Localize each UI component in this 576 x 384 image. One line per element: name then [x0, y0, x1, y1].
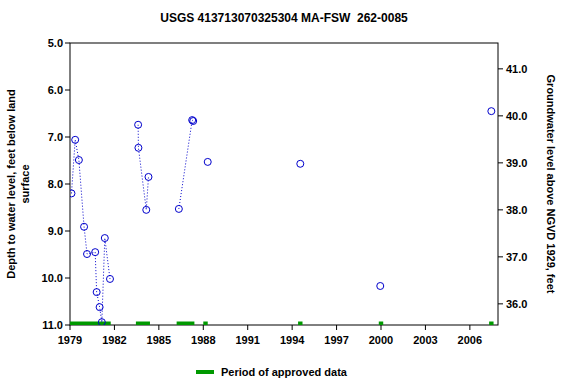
- data-point: [377, 282, 384, 289]
- data-point: [93, 289, 100, 296]
- x-tick: [336, 325, 337, 330]
- y2-tick-label: 38.0: [506, 204, 527, 216]
- y2-tick: [498, 162, 503, 163]
- data-point: [106, 275, 113, 282]
- x-tick: [425, 325, 426, 330]
- x-tick: [469, 325, 470, 330]
- x-tick: [114, 325, 115, 330]
- y-axis-label: surface: [19, 164, 31, 203]
- data-point: [70, 190, 75, 197]
- title: USGS 413713070325304 MA-FSW 262-0085: [160, 11, 408, 25]
- series-line: [71, 140, 110, 322]
- plot-area: [70, 108, 495, 325]
- data-point: [84, 251, 91, 258]
- approved-period: [298, 322, 302, 326]
- y-tick: [65, 137, 70, 138]
- data-point: [204, 158, 211, 165]
- y2-tick: [498, 68, 503, 69]
- y2-tick-label: 37.0: [506, 251, 527, 263]
- y2-tick-label: 36.0: [506, 298, 527, 310]
- x-tick: [158, 325, 159, 330]
- data-point: [101, 235, 108, 242]
- y2-tick-label: 39.0: [506, 157, 527, 169]
- approved-period: [379, 322, 383, 326]
- x-tick-label: 1997: [324, 334, 348, 346]
- y-tick: [65, 325, 70, 326]
- y-tick: [65, 231, 70, 232]
- data-point: [135, 144, 142, 151]
- x-tick-label: 1988: [191, 334, 215, 346]
- x-tick-label: 2006: [458, 334, 482, 346]
- x-tick: [203, 325, 204, 330]
- data-point: [72, 136, 79, 143]
- x-tick-label: 1982: [102, 334, 126, 346]
- approved-period: [489, 322, 493, 326]
- approved-period: [203, 322, 207, 326]
- y2-tick: [498, 256, 503, 257]
- y-tick: [65, 278, 70, 279]
- x-tick: [292, 325, 293, 330]
- x-tick-label: 2003: [413, 334, 437, 346]
- approved-period: [177, 322, 195, 326]
- x-tick-label: 2000: [369, 334, 393, 346]
- y-tick-label: 5.0: [48, 37, 63, 49]
- x-tick-label: 1985: [147, 334, 171, 346]
- data-point: [81, 223, 88, 230]
- x-tick-label: 1991: [235, 334, 259, 346]
- x-tick: [70, 325, 71, 330]
- data-point: [98, 319, 105, 325]
- chart: USGS 413713070325304 MA-FSW 262-0085 1979…: [0, 0, 576, 384]
- series-line: [138, 125, 148, 210]
- y2-tick-label: 40.0: [506, 110, 527, 122]
- y-tick: [65, 184, 70, 185]
- y2-tick: [498, 115, 503, 116]
- approved-period: [136, 322, 150, 326]
- y-tick-label: 8.0: [48, 178, 63, 190]
- plot-frame: [70, 43, 498, 325]
- y2-tick: [498, 303, 503, 304]
- y-tick-label: 7.0: [48, 131, 63, 143]
- y-tick: [65, 43, 70, 44]
- y-tick-label: 10.0: [42, 272, 63, 284]
- y-tick-label: 11.0: [42, 319, 63, 331]
- data-point: [145, 173, 152, 180]
- y2-axis-label: Groundwater level above NGVD 1929, feet: [545, 75, 557, 294]
- x-tick: [247, 325, 248, 330]
- data-point: [488, 108, 495, 115]
- x-tick-label: 1979: [58, 334, 82, 346]
- y-axis-label: Depth to water level, feet below land: [5, 89, 17, 278]
- y2-tick-label: 41.0: [506, 63, 527, 75]
- data-point: [96, 304, 103, 311]
- y2-tick: [498, 209, 503, 210]
- data-point: [143, 206, 150, 213]
- series-line: [179, 120, 193, 209]
- x-tick: [381, 325, 382, 330]
- data-point: [75, 157, 82, 164]
- x-tick-label: 1994: [280, 334, 305, 346]
- y-tick-label: 6.0: [48, 84, 63, 96]
- data-point: [175, 205, 182, 212]
- y-tick-label: 9.0: [48, 225, 63, 237]
- legend-label: Period of approved data: [221, 366, 348, 378]
- y-tick: [65, 90, 70, 91]
- data-point: [135, 121, 142, 128]
- data-point: [92, 249, 99, 256]
- data-point: [190, 118, 197, 125]
- data-point: [297, 160, 304, 167]
- legend-swatch: [196, 370, 214, 374]
